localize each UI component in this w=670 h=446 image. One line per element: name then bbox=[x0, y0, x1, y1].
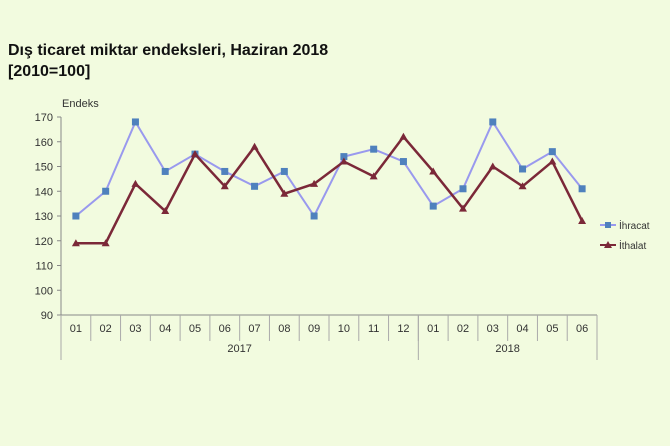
chart-title: Dış ticaret miktar endeksleri, Haziran 2… bbox=[8, 40, 328, 82]
data-point-ithalat bbox=[220, 182, 229, 190]
data-point-ithalat bbox=[250, 142, 259, 150]
y-tick-label: 110 bbox=[35, 261, 53, 273]
legend-label: İhracat bbox=[619, 219, 650, 232]
data-point-ithalat bbox=[191, 150, 199, 158]
y-tick-label: 130 bbox=[35, 211, 53, 223]
data-point-ihracat bbox=[72, 212, 80, 220]
x-tick-label: 05 bbox=[546, 323, 558, 335]
data-point-ihracat bbox=[399, 158, 407, 166]
data-point-ithalat bbox=[131, 179, 140, 187]
x-tick-label: 01 bbox=[70, 323, 82, 335]
data-point-ihracat bbox=[102, 187, 110, 195]
data-point-ihracat bbox=[131, 118, 139, 126]
data-point-ihracat bbox=[548, 148, 556, 156]
legend-marker bbox=[605, 222, 611, 228]
x-tick-label: 01 bbox=[427, 323, 439, 335]
data-point-ithalat bbox=[459, 204, 467, 212]
x-tick-label: 02 bbox=[100, 323, 112, 335]
data-point-ihracat bbox=[459, 185, 467, 193]
series-line-0 bbox=[75, 119, 583, 218]
data-point-ihracat bbox=[578, 185, 586, 193]
data-point-ihracat bbox=[340, 153, 348, 161]
x-tick-label: 03 bbox=[487, 323, 499, 335]
data-point-ihracat bbox=[221, 167, 229, 175]
data-point-ithalat bbox=[71, 239, 80, 247]
data-point-ithalat bbox=[161, 207, 170, 215]
data-point-ithalat bbox=[369, 172, 378, 180]
legend-label: İthalat bbox=[619, 239, 646, 252]
data-point-ihracat bbox=[429, 202, 437, 210]
y-tick-label: 160 bbox=[35, 137, 53, 149]
series-line-1 bbox=[75, 134, 584, 245]
y-tick-label: 90 bbox=[41, 310, 53, 322]
data-point-ithalat bbox=[488, 162, 497, 170]
x-tick-label: 08 bbox=[278, 323, 290, 335]
data-point-ithalat bbox=[339, 157, 348, 165]
data-point-ithalat bbox=[548, 157, 557, 165]
x-tick-label: 04 bbox=[516, 323, 528, 335]
y-tick-label: 170 bbox=[35, 112, 53, 124]
y-tick-label: 120 bbox=[35, 236, 53, 248]
x-tick-label: 06 bbox=[219, 323, 231, 335]
x-tick-label: 11 bbox=[368, 323, 379, 335]
y-tick-label: 100 bbox=[35, 285, 53, 297]
x-tick-label: 06 bbox=[576, 323, 588, 335]
year-label: 2017 bbox=[227, 343, 251, 355]
x-tick-label: 12 bbox=[397, 323, 409, 335]
year-label: 2018 bbox=[495, 343, 519, 355]
title-text: Dış ticaret miktar endeksleri, Haziran 2… bbox=[8, 42, 329, 59]
data-point-ithalat bbox=[101, 239, 110, 247]
data-point-ihracat bbox=[161, 167, 169, 175]
data-point-ihracat bbox=[310, 212, 318, 220]
data-point-ithalat bbox=[518, 182, 527, 190]
data-point-ithalat bbox=[429, 167, 438, 175]
x-tick-label: 02 bbox=[457, 323, 469, 335]
data-point-ithalat bbox=[310, 179, 319, 187]
x-tick-label: 03 bbox=[129, 323, 141, 335]
data-point-ihracat bbox=[519, 165, 527, 173]
y-tick-label: 150 bbox=[35, 162, 53, 174]
data-point-ihracat bbox=[370, 145, 378, 153]
legend-marker bbox=[604, 241, 612, 248]
x-tick-label: 10 bbox=[338, 323, 350, 335]
x-tick-label: 04 bbox=[159, 323, 171, 335]
data-point-ithalat bbox=[280, 189, 289, 197]
x-tick-label: 07 bbox=[248, 323, 260, 335]
x-tick-label: 05 bbox=[189, 323, 201, 335]
x-tick-label: 09 bbox=[308, 323, 320, 335]
data-point-ithalat bbox=[399, 132, 408, 140]
data-point-ihracat bbox=[489, 118, 497, 126]
data-point-ihracat bbox=[251, 182, 259, 190]
data-point-ithalat bbox=[578, 216, 587, 224]
y-axis-label: Endeks bbox=[62, 98, 99, 110]
subtitle-text: [2010=100] bbox=[8, 63, 91, 80]
data-point-ihracat bbox=[280, 167, 288, 175]
y-tick-label: 140 bbox=[35, 186, 53, 198]
